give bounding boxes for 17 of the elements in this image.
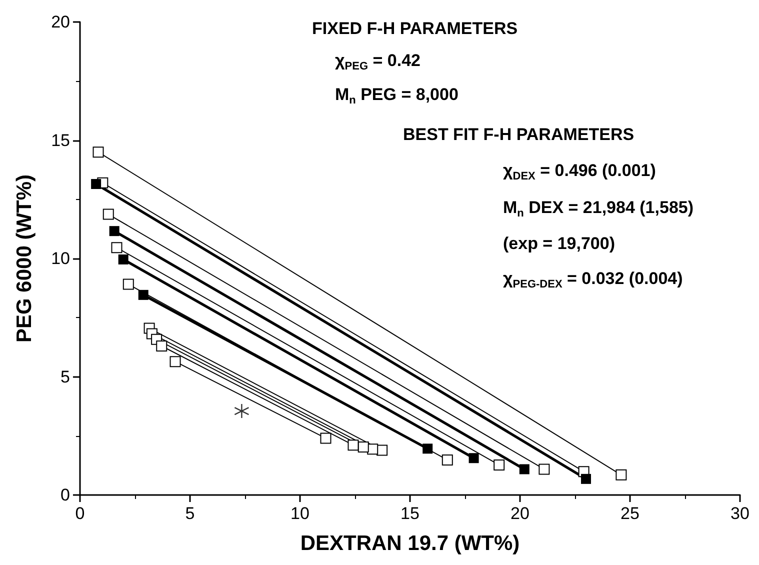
y-tick-label: 0 xyxy=(60,486,70,504)
y-tick-label: 10 xyxy=(51,249,70,268)
annotation: (exp = 19,700) xyxy=(503,234,615,253)
x-tick-label: 20 xyxy=(510,504,530,523)
y-tick-label: 15 xyxy=(51,130,70,150)
x-tick-label: 15 xyxy=(400,504,420,523)
y-tick-label: 5 xyxy=(60,367,70,386)
x-tick-label: 10 xyxy=(290,504,310,523)
x-tick-label: 30 xyxy=(730,504,750,523)
y-tick-label: 20 xyxy=(51,12,70,32)
x-tick-label: 0 xyxy=(75,504,85,523)
x-axis-title: DEXTRAN 19.7 (WT%) xyxy=(300,532,520,555)
annotation: BEST FIT F-H PARAMETERS xyxy=(403,125,634,144)
annotation: FIXED F-H PARAMETERS xyxy=(312,19,518,38)
x-tick-label: 5 xyxy=(185,504,195,523)
x-tick-label: 25 xyxy=(620,504,640,523)
y-axis-title: PEG 6000 (WT%) xyxy=(13,174,36,343)
